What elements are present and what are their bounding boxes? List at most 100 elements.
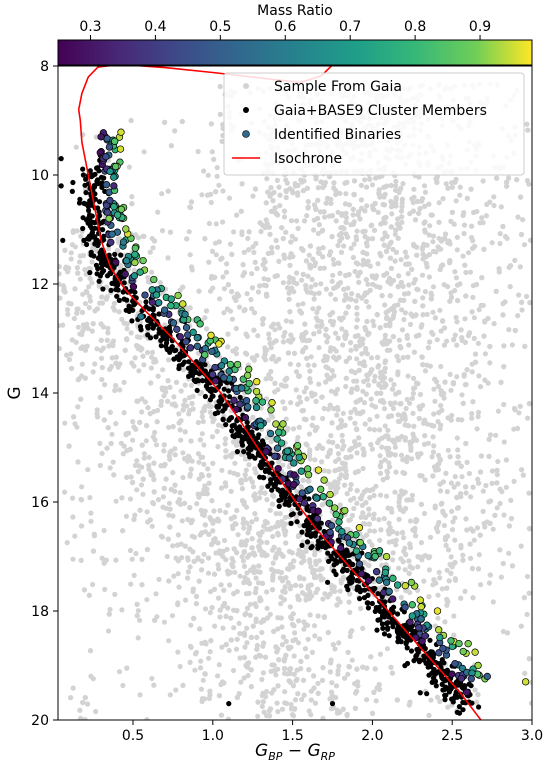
gaia-sample-point — [526, 490, 532, 496]
gaia-sample-point — [458, 491, 464, 497]
gaia-sample-point — [517, 403, 523, 409]
gaia-sample-point — [239, 229, 245, 235]
gaia-sample-point — [396, 436, 402, 443]
gaia-sample-point — [422, 289, 428, 295]
gaia-sample-point — [199, 696, 206, 702]
gaia-sample-point — [372, 666, 378, 672]
gaia-sample-point — [82, 695, 88, 701]
gaia-sample-point — [474, 208, 480, 215]
gaia-sample-point — [312, 457, 318, 463]
gaia-sample-point — [126, 164, 132, 170]
gaia-sample-point — [506, 327, 512, 333]
gaia-sample-point — [500, 312, 506, 318]
gaia-sample-point — [452, 559, 458, 566]
gaia-sample-point — [144, 597, 150, 603]
gaia-sample-point — [355, 468, 361, 474]
gaia-sample-point — [403, 551, 409, 557]
gaia-sample-point — [188, 438, 194, 444]
gaia-sample-point — [261, 709, 267, 715]
gaia-sample-point — [331, 346, 337, 352]
gaia-sample-point — [139, 409, 145, 415]
gaia-sample-point — [307, 243, 313, 249]
gaia-sample-point — [358, 514, 364, 520]
gaia-sample-point — [271, 668, 277, 674]
gaia-sample-point — [524, 178, 531, 184]
gaia-sample-point — [288, 251, 294, 257]
gaia-sample-point — [429, 454, 435, 460]
gaia-sample-point — [199, 567, 205, 573]
gaia-sample-point — [348, 481, 354, 488]
gaia-sample-point — [253, 240, 259, 247]
gaia-sample-point — [337, 270, 343, 276]
gaia-sample-point — [227, 469, 233, 475]
colorbar-label: Mass Ratio — [257, 3, 333, 19]
gaia-sample-point — [393, 542, 399, 548]
gaia-sample-point — [274, 700, 280, 706]
gaia-sample-point — [311, 227, 317, 233]
gaia-sample-point — [192, 651, 199, 657]
gaia-sample-point — [270, 533, 276, 540]
gaia-sample-point — [347, 609, 353, 616]
gaia-sample-point — [377, 651, 383, 657]
gaia-sample-point — [363, 391, 369, 397]
gaia-sample-point — [259, 580, 266, 587]
gaia-sample-point — [185, 557, 191, 563]
gaia-sample-point — [234, 507, 240, 514]
gaia-sample-point — [100, 345, 106, 351]
gaia-sample-point — [299, 696, 305, 703]
gaia-sample-point — [176, 420, 182, 426]
gaia-sample-point — [205, 192, 211, 198]
gaia-sample-point — [439, 500, 445, 506]
gaia-sample-point — [243, 477, 249, 483]
gaia-sample-point — [347, 415, 353, 421]
gaia-sample-point — [464, 195, 470, 201]
gaia-sample-point — [162, 322, 168, 328]
gaia-sample-point — [340, 410, 346, 416]
gaia-sample-point — [298, 485, 304, 491]
gaia-sample-point — [175, 602, 181, 608]
gaia-sample-point — [180, 284, 186, 290]
gaia-sample-point — [360, 229, 366, 235]
gaia-sample-point — [454, 234, 460, 240]
gaia-sample-point — [123, 513, 129, 519]
gaia-sample-point — [447, 241, 453, 247]
gaia-sample-point — [390, 557, 396, 563]
gaia-sample-point — [189, 533, 195, 539]
gaia-sample-point — [233, 325, 239, 332]
gaia-sample-point — [381, 516, 387, 522]
gaia-sample-point — [472, 351, 479, 357]
gaia-sample-point — [130, 479, 136, 486]
gaia-sample-point — [301, 619, 307, 625]
gaia-sample-point — [295, 691, 301, 697]
gaia-sample-point — [381, 242, 387, 248]
gaia-sample-point — [155, 209, 161, 215]
gaia-sample-point — [91, 531, 97, 537]
gaia-sample-point — [282, 700, 288, 706]
gaia-sample-point — [375, 354, 381, 360]
gaia-sample-point — [419, 322, 425, 328]
gaia-sample-point — [237, 631, 243, 637]
gaia-sample-point — [342, 180, 348, 186]
gaia-sample-point — [88, 510, 94, 516]
gaia-sample-point — [526, 656, 532, 662]
gaia-sample-point — [273, 554, 279, 560]
gaia-sample-point — [441, 342, 447, 348]
gaia-sample-point — [367, 176, 373, 182]
gaia-sample-point — [228, 488, 234, 494]
gaia-sample-point — [319, 394, 325, 400]
gaia-sample-point — [511, 478, 517, 484]
gaia-sample-point — [208, 199, 214, 206]
gaia-sample-point — [166, 578, 172, 584]
gaia-sample-point — [303, 286, 309, 293]
gaia-sample-point — [454, 460, 460, 466]
gaia-sample-point — [260, 262, 266, 268]
gaia-sample-point — [244, 520, 250, 526]
gaia-sample-point — [482, 377, 488, 383]
gaia-sample-point — [472, 687, 478, 693]
gaia-sample-point — [211, 416, 217, 423]
gaia-sample-point — [225, 605, 231, 611]
gaia-sample-point — [294, 676, 300, 683]
colorbar-tick-label: 0.4 — [144, 19, 166, 35]
gaia-sample-point — [319, 228, 325, 234]
gaia-sample-point — [305, 362, 311, 368]
